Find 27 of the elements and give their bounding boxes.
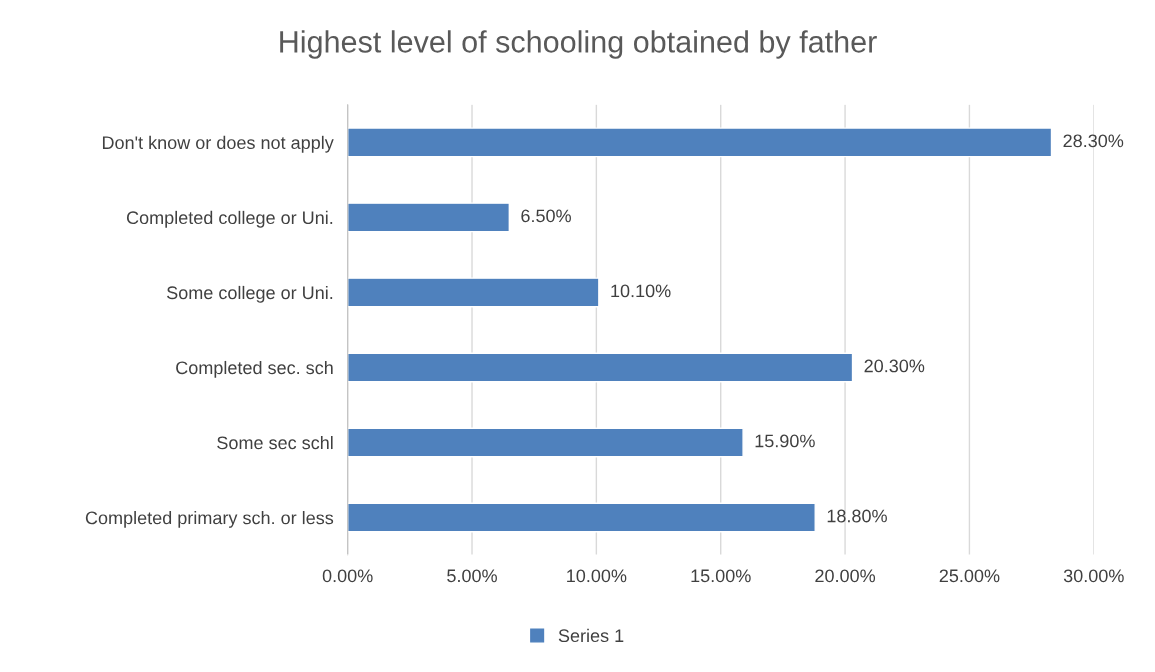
x-tick-label: 20.00% [815, 569, 876, 583]
bar [347, 502, 816, 533]
y-tick-label: Completed primary sch. or less [85, 511, 334, 528]
bar [347, 427, 744, 458]
x-tick-label: 5.00% [447, 569, 497, 583]
data-label: 10.10% [611, 284, 671, 298]
data-label: 18.80% [827, 509, 887, 523]
bar [347, 202, 511, 233]
y-tick-label: Some college or Uni. [167, 285, 333, 303]
y-tick-label: Completed college or Uni. [126, 210, 333, 228]
data-label: 20.30% [864, 359, 925, 373]
x-tick-label: 15.00% [691, 569, 751, 583]
bar [347, 127, 1053, 158]
x-tick-label: 0.00% [322, 569, 373, 583]
x-tick-label: 25.00% [939, 569, 1000, 583]
data-label: 6.50% [521, 209, 571, 223]
bar [347, 277, 600, 308]
y-tick-label: Completed sec. sch [176, 360, 333, 378]
x-tick-label: 10.00% [567, 569, 627, 583]
x-tick-label: 30.00% [1063, 569, 1124, 583]
chart-title: Highest level of schooling obtained by father [280, 30, 877, 59]
data-label: 15.90% [755, 434, 815, 448]
bar [347, 352, 854, 383]
legend-label: Series 1 [558, 628, 624, 643]
y-tick-label: Some sec schl [217, 435, 333, 450]
y-tick-label: Don't know or does not apply [102, 135, 334, 153]
data-label: 28.30% [1063, 134, 1124, 148]
